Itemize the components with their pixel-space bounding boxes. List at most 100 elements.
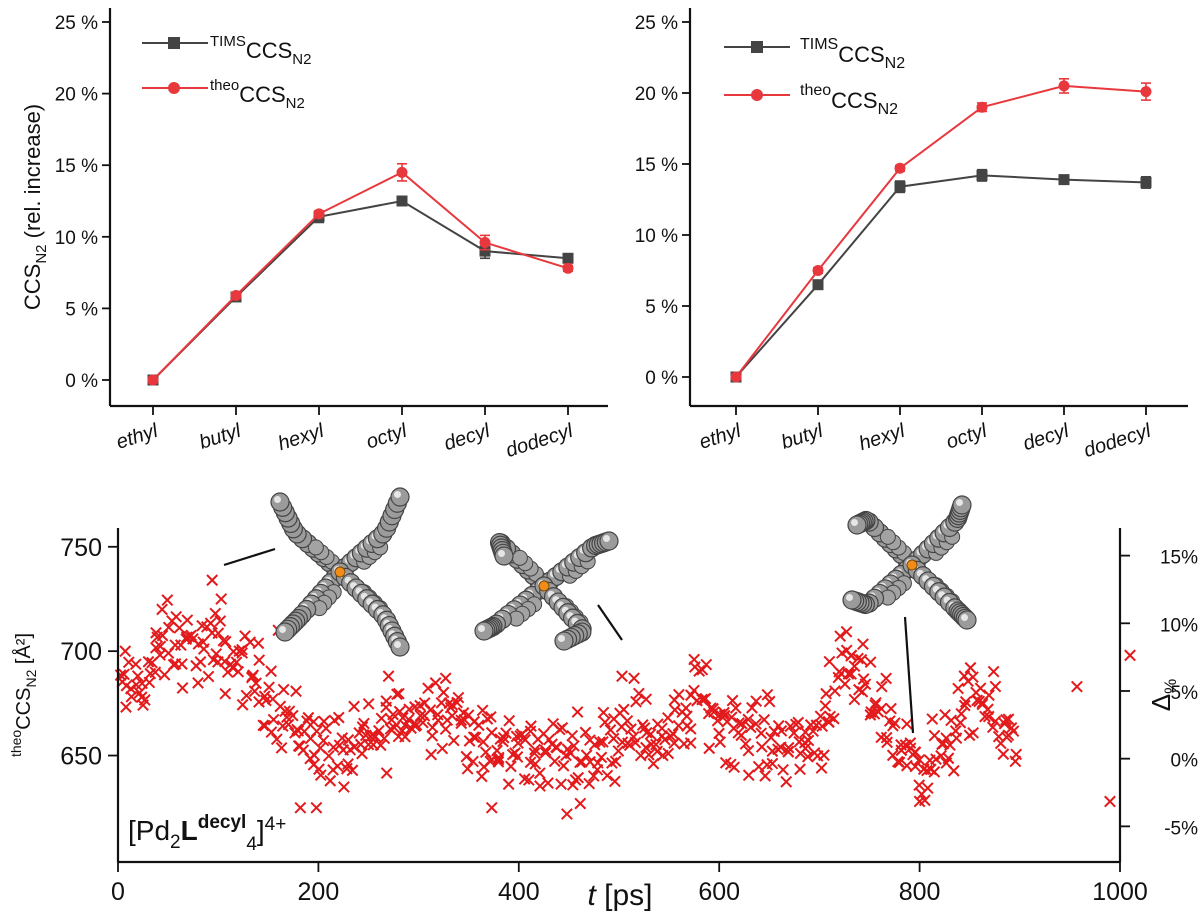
- scatter-point: [814, 710, 827, 723]
- scatter-point: [571, 706, 584, 718]
- molecule-pointer-2: [597, 604, 623, 641]
- scatter-point: [714, 736, 727, 748]
- y-tick-label: 25 %: [55, 13, 98, 34]
- scatter-point: [176, 682, 189, 694]
- y-tick-label: 20 %: [635, 84, 678, 105]
- scatter-point: [642, 748, 655, 761]
- scatter-point: [629, 736, 642, 749]
- atom: [842, 590, 862, 610]
- scatter-point: [209, 607, 222, 620]
- scatter-point: [131, 670, 144, 682]
- scatter-point: [580, 749, 593, 762]
- scatter-point: [502, 778, 515, 791]
- scatter-point: [356, 721, 369, 733]
- scatter-point: [512, 737, 524, 750]
- scatter-point: [672, 688, 685, 701]
- scatter-point: [699, 692, 712, 705]
- scatter-point: [718, 706, 730, 719]
- scatter-point: [557, 759, 570, 772]
- scatter-point: [604, 724, 617, 736]
- y-tick-label: 700: [60, 638, 102, 666]
- scatter-point: [640, 741, 652, 754]
- legend-theo-label: theoCCSN2: [210, 77, 305, 112]
- scatter-point: [322, 749, 335, 762]
- scatter-point: [310, 801, 323, 814]
- scatter-point: [684, 722, 697, 735]
- scatter-point: [909, 746, 922, 759]
- scatter-point: [987, 665, 1000, 678]
- scatter-point: [467, 731, 480, 744]
- scatter-point: [959, 695, 972, 708]
- x-tick-label: 800: [899, 878, 941, 906]
- y2-tick-label: 5%: [1171, 683, 1199, 704]
- scatter-point: [895, 739, 907, 751]
- scatter-point: [297, 744, 310, 757]
- scatter-point: [940, 732, 953, 745]
- scatter-point: [431, 708, 444, 721]
- scatter-point: [913, 795, 926, 808]
- scatter-point: [855, 653, 868, 666]
- scatter-point: [942, 752, 955, 765]
- scatter-point: [518, 773, 531, 785]
- scatter-point: [556, 721, 569, 734]
- scatter-point: [533, 767, 546, 780]
- scatter-point: [711, 714, 724, 727]
- scatter-point: [792, 716, 805, 729]
- scatter-point: [476, 704, 489, 717]
- scatter-point: [967, 726, 979, 739]
- scatter-point: [909, 760, 922, 773]
- scatter-point: [601, 769, 614, 782]
- complex-formula-annotation: [Pd2Ldecyl4]4+: [128, 812, 286, 855]
- scatter-point: [1009, 755, 1022, 768]
- atom-highlight: [279, 626, 286, 633]
- scatter-point: [439, 723, 452, 736]
- scatter-point: [307, 715, 320, 728]
- scatter-point: [542, 777, 554, 789]
- scatter-point: [801, 750, 814, 763]
- scatter-point: [555, 778, 568, 791]
- theo-data-point: [730, 371, 742, 383]
- scatter-point: [497, 735, 509, 748]
- scatter-point: [170, 610, 183, 623]
- scatter-point: [782, 741, 795, 754]
- atom-highlight: [603, 535, 610, 542]
- scatter-point: [1007, 725, 1020, 738]
- scatter-point: [388, 721, 401, 734]
- scatter-point: [380, 695, 393, 707]
- scatter-point: [219, 635, 232, 648]
- scatter-point: [318, 715, 330, 728]
- y-tick-label: 10 %: [635, 226, 678, 247]
- scatter-point: [392, 687, 405, 700]
- scatter-point: [852, 652, 864, 665]
- scatter-point: [455, 714, 468, 727]
- scatter-point: [332, 711, 345, 724]
- y2-tick-label: 10%: [1160, 615, 1198, 636]
- scatter-point: [628, 672, 640, 685]
- scatter-point: [574, 797, 587, 810]
- scatter-point: [275, 741, 288, 754]
- scatter-point: [845, 649, 858, 662]
- scatter-point: [324, 774, 337, 787]
- scatter-point: [583, 777, 596, 790]
- scatter-point: [451, 696, 463, 709]
- scatter-point: [625, 723, 637, 735]
- scatter-point: [138, 694, 151, 706]
- scatter-point: [765, 731, 777, 744]
- scatter-point: [875, 680, 888, 693]
- scatter-point: [548, 755, 561, 768]
- scatter-point: [156, 629, 169, 642]
- scatter-point: [467, 755, 479, 768]
- scatter-point: [834, 630, 847, 643]
- bottom-chart: 0 200 400 600 800 1000 650 700 750 -5% 0% 5% 10% 15…: [8, 487, 1199, 912]
- scatter-point: [729, 702, 742, 714]
- scatter-point: [120, 701, 132, 713]
- scatter-point: [230, 656, 243, 669]
- scatter-point: [529, 743, 541, 756]
- scatter-point: [952, 682, 965, 695]
- scatter-point: [982, 703, 994, 716]
- y-tick-label: 10 %: [55, 228, 98, 249]
- scatter-point: [945, 714, 958, 727]
- theo-data-point: [1140, 86, 1152, 98]
- scatter-point: [623, 739, 636, 752]
- scatter-point: [265, 665, 278, 678]
